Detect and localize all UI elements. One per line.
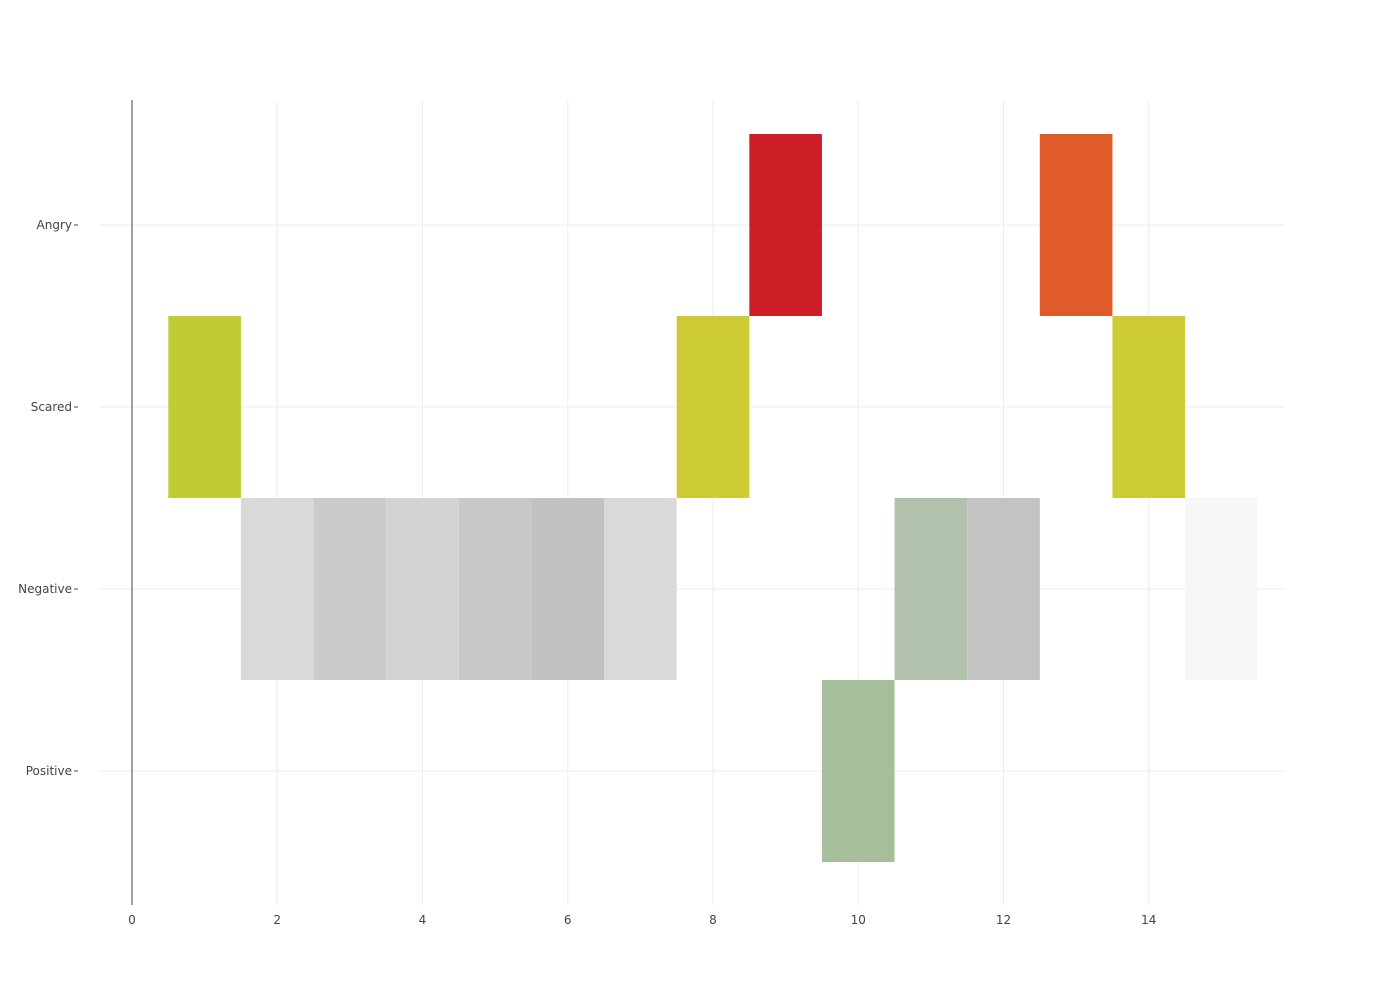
heatmap-cell-5-negative <box>458 498 532 680</box>
heatmap-cell-8-scared <box>676 316 750 498</box>
heatmap-cell-6-negative <box>531 498 605 680</box>
cell-layer <box>168 134 1258 862</box>
y-tick-label-positive: Positive <box>26 764 72 778</box>
y-tick-label-scared: Scared <box>31 400 72 414</box>
heatmap-cell-3-negative <box>313 498 387 680</box>
y-tick-label-negative: Negative <box>18 582 72 596</box>
x-tick-label-8: 8 <box>709 913 717 927</box>
x-tick-label-4: 4 <box>419 913 427 927</box>
y-tick-label-angry: Angry <box>37 218 72 232</box>
heatmap-cell-1-scared <box>168 316 241 498</box>
x-tick-label-6: 6 <box>564 913 572 927</box>
heatmap-cell-15-negative <box>1185 498 1258 680</box>
heatmap-cell-11-negative <box>894 498 968 680</box>
heatmap-cell-13-angry <box>1039 134 1113 316</box>
x-tick-label-10: 10 <box>851 913 866 927</box>
heatmap-cell-7-negative <box>604 498 677 680</box>
x-tick-label-12: 12 <box>996 913 1011 927</box>
heatmap-cell-2-negative <box>240 498 314 680</box>
heatmap-cell-9-angry <box>749 134 822 316</box>
x-tick-label-14: 14 <box>1141 913 1156 927</box>
heatmap-cell-14-scared <box>1112 316 1186 498</box>
x-tick-label-2: 2 <box>273 913 281 927</box>
axis-layer: Angry Scared Negative Positive 0 2 4 6 8 10 12 14 <box>18 100 1156 927</box>
x-tick-label-0: 0 <box>128 913 136 927</box>
heatmap-cell-4-negative <box>386 498 459 680</box>
heatmap-cell-12-negative <box>967 498 1040 680</box>
heatmap-cell-10-positive <box>821 680 895 862</box>
